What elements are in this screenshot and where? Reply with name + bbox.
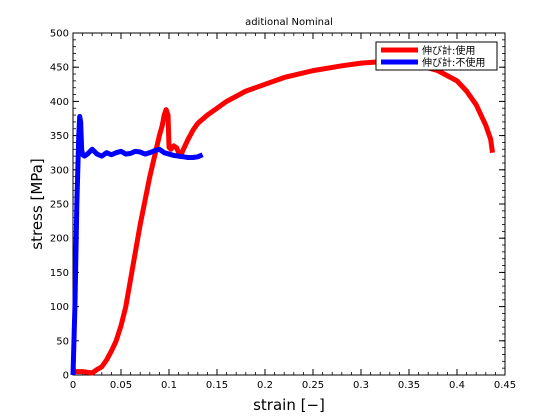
plot-area: 0 0.05 0.1 0.15 0.2 0.25 0.3 0.35 0.4 0.45 0 50 100 1…	[50, 29, 516, 392]
x-axis-title: strain [−]	[253, 396, 325, 414]
y-tick-label: 350	[50, 131, 69, 142]
y-tick-label: 100	[50, 302, 69, 313]
legend-label: 伸び計:不使用	[422, 56, 485, 69]
x-tick-label: 0.3	[353, 380, 369, 391]
chart-title: aditional Nominal	[245, 17, 333, 28]
x-tick-label: 0.35	[398, 380, 420, 391]
y-tick-label: 300	[50, 165, 69, 176]
x-tick-label: 0.25	[302, 380, 324, 391]
legend-box	[375, 41, 498, 71]
y-tick-label: 50	[56, 336, 69, 347]
plot-frame	[72, 32, 506, 376]
y-tick-label: 0	[63, 371, 69, 382]
y-tick-label: 250	[50, 200, 69, 211]
x-tick-label: 0.05	[110, 380, 132, 391]
x-tick-label: 0	[70, 380, 76, 391]
legend-label: 伸び計:使用	[422, 44, 475, 57]
y-tick-label: 450	[50, 63, 69, 74]
x-tick-label: 0.2	[257, 380, 273, 391]
x-tick-label: 0.1	[161, 380, 177, 391]
y-tick-label: 150	[50, 268, 69, 279]
y-tick-label: 200	[50, 234, 69, 245]
y-tick-label: 400	[50, 97, 69, 108]
x-tick-label: 0.4	[449, 380, 465, 391]
y-axis-title: stress [MPa]	[28, 158, 46, 249]
series-line-1	[70, 113, 204, 376]
x-tick-label: 0.45	[494, 380, 516, 391]
x-tick-label: 0.15	[206, 380, 228, 391]
y-tick-label: 500	[50, 29, 69, 40]
